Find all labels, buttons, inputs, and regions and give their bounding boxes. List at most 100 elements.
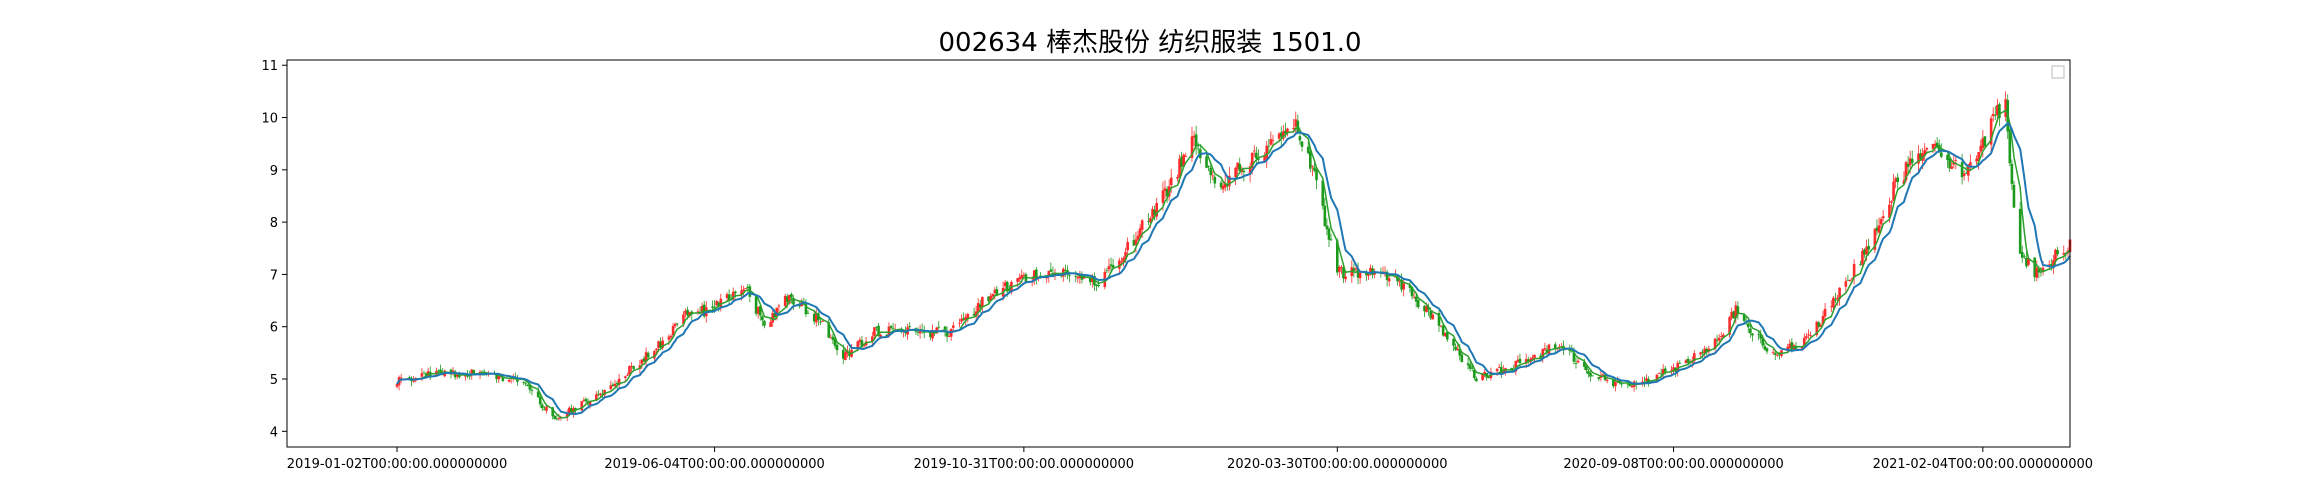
- candle-body: [507, 380, 511, 382]
- candle-body: [617, 378, 621, 386]
- candle-body: [1703, 348, 1706, 354]
- candle-body: [1016, 278, 1019, 282]
- candle-body: [1169, 177, 1173, 186]
- candle-body: [1472, 370, 1476, 378]
- candle-body: [1151, 209, 1154, 218]
- candle-body: [1605, 380, 1609, 382]
- candle-body: [1398, 280, 1401, 282]
- candle-body: [937, 326, 941, 328]
- candle-body: [1659, 373, 1663, 375]
- candle-body: [1983, 136, 1987, 147]
- candle-body: [1425, 305, 1428, 313]
- candle-body: [626, 375, 629, 376]
- candle-body: [1394, 276, 1397, 278]
- candle-body: [740, 290, 743, 295]
- candle-body: [1759, 334, 1763, 339]
- candle-body: [991, 294, 995, 297]
- candle-body: [1236, 162, 1239, 169]
- candle-body: [1746, 323, 1750, 328]
- candle-body: [2020, 252, 2024, 258]
- candle-body: [2023, 256, 2026, 258]
- candle-body: [464, 375, 467, 377]
- candle-body: [1109, 264, 1113, 266]
- candle-body: [524, 383, 528, 385]
- candle-body: [1315, 169, 1318, 181]
- candle-body: [1809, 335, 1812, 336]
- candle-body: [570, 408, 573, 413]
- candle-body: [567, 407, 571, 413]
- plot-area-frame: [286, 59, 2071, 448]
- candle-body: [1481, 373, 1484, 381]
- candle-body: [1111, 265, 1115, 268]
- candle-body: [929, 332, 932, 338]
- candle-body: [1568, 349, 1572, 351]
- candle-body: [1335, 240, 1339, 273]
- candle-body: [1292, 127, 1295, 130]
- candle-body: [1790, 342, 1794, 350]
- candle-body: [1881, 216, 1885, 219]
- candle-body: [1991, 113, 1995, 117]
- candle-body: [978, 304, 982, 308]
- candle-body: [2050, 264, 2053, 266]
- candle-body: [719, 298, 723, 307]
- candle-body: [1678, 362, 1682, 364]
- candle-body: [918, 329, 922, 334]
- candle-body: [1257, 158, 1260, 160]
- candle-body: [1423, 305, 1426, 312]
- candle-body: [1829, 306, 1833, 308]
- candle-body: [875, 326, 878, 328]
- candle-body: [1485, 372, 1489, 378]
- candle-body: [1234, 167, 1237, 177]
- candle-body: [1645, 378, 1648, 382]
- candle-body: [1630, 385, 1634, 388]
- candle-body: [1367, 274, 1370, 276]
- candle-body: [1223, 183, 1227, 188]
- candle-body: [972, 313, 976, 316]
- candle-body: [841, 349, 845, 359]
- candle-body: [1923, 150, 1927, 155]
- moving-average-line: [396, 121, 2071, 416]
- candle-body: [1136, 235, 1140, 240]
- candle-body: [1284, 130, 1287, 134]
- x-tick-label: 2019-06-04T00:00:00.000000000: [604, 457, 824, 472]
- candle-body: [1749, 328, 1752, 334]
- candle-body: [1155, 202, 1159, 217]
- candle-body: [1402, 283, 1406, 290]
- candle-body: [671, 326, 675, 336]
- candle-body: [1032, 270, 1036, 281]
- candle-body: [1757, 334, 1760, 336]
- candle-body: [1736, 306, 1740, 314]
- candle-body: [453, 371, 457, 378]
- candle-body: [1024, 274, 1028, 283]
- candle-body: [1803, 337, 1806, 346]
- candle-body: [1499, 366, 1503, 375]
- candle-body: [844, 352, 847, 360]
- candle-body: [1908, 158, 1912, 165]
- candle-body: [1904, 162, 1908, 181]
- candle-body: [2052, 260, 2055, 268]
- candle-body: [1763, 346, 1767, 350]
- candle-body: [1107, 266, 1111, 270]
- candle-body: [1819, 324, 1823, 327]
- candle-body: [551, 407, 554, 417]
- candle-body: [1176, 177, 1179, 179]
- candle-body: [1095, 284, 1098, 287]
- candle-body: [1850, 278, 1854, 280]
- candle-body: [877, 325, 880, 337]
- candle-body: [1524, 359, 1528, 364]
- candle-body: [829, 337, 833, 339]
- candle-body: [1888, 204, 1891, 218]
- candle-body: [1242, 170, 1246, 173]
- candle-body: [594, 394, 598, 401]
- candle-body: [1365, 272, 1368, 276]
- candle-body: [682, 314, 685, 324]
- candle-body: [1300, 141, 1304, 147]
- candle-body: [555, 418, 559, 420]
- candle-body: [1935, 142, 1939, 148]
- candle-body: [1369, 267, 1372, 273]
- candle-body: [981, 297, 984, 308]
- candle-body: [588, 400, 592, 406]
- candle-body: [790, 294, 793, 298]
- candle-body: [1533, 354, 1536, 358]
- candle-body: [1410, 287, 1414, 297]
